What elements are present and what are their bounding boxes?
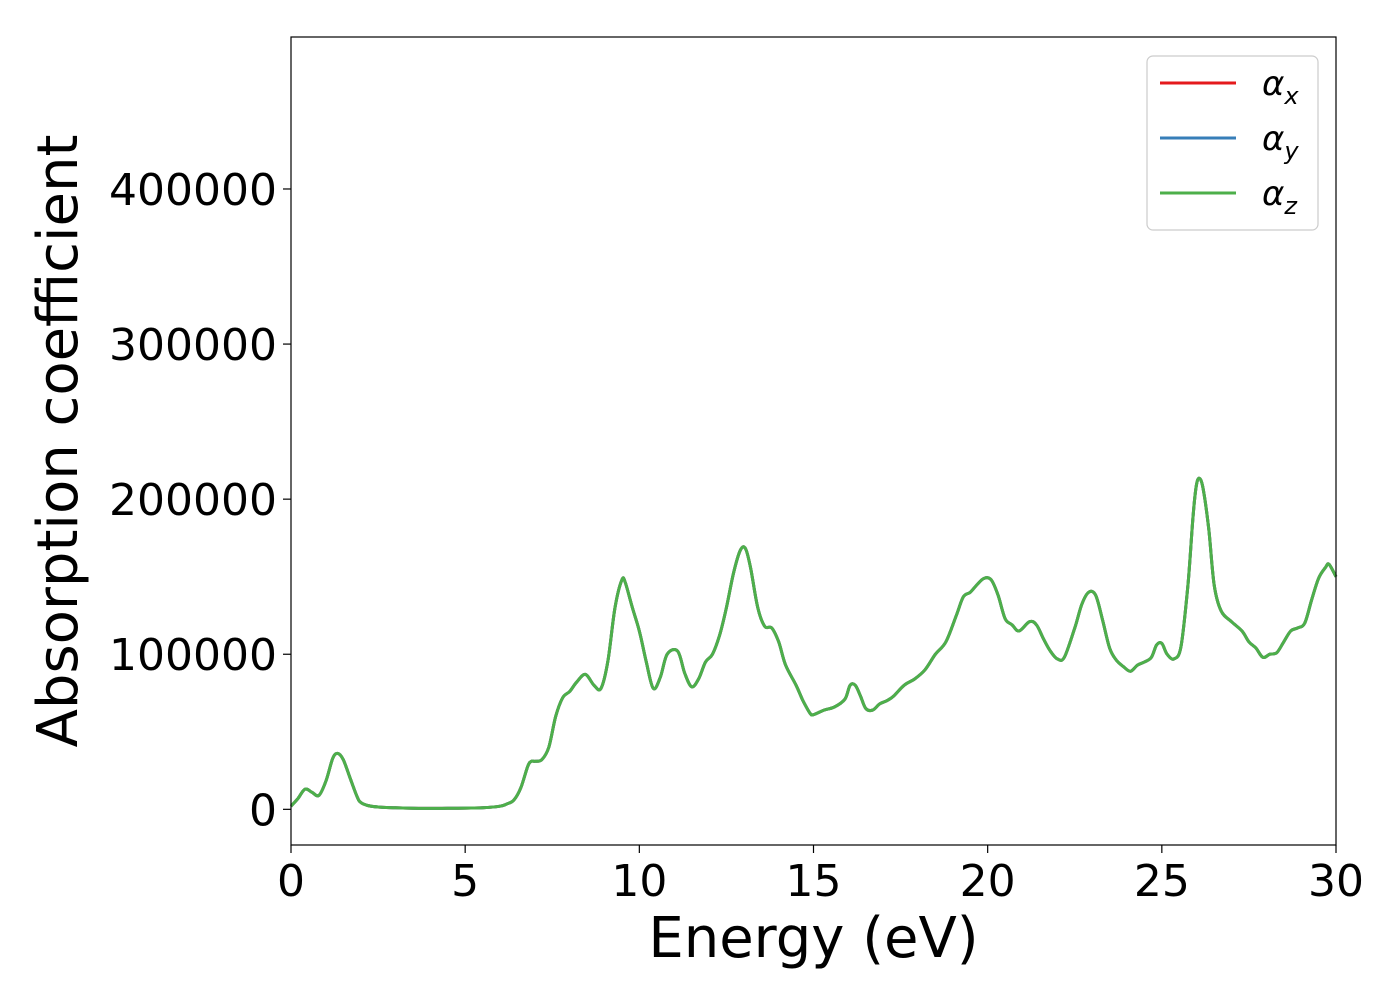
- legend-entry-label: αz: [1262, 174, 1298, 220]
- x-axis-label: Energy (eV): [648, 906, 978, 971]
- x-tick-label: 10: [611, 856, 667, 907]
- legend-symbol: α: [1262, 119, 1284, 159]
- series-line-alpha-z: [289, 476, 1338, 810]
- x-tick-label: 25: [1134, 856, 1190, 907]
- x-tick-label: 20: [960, 856, 1016, 907]
- x-tick-label: 30: [1308, 856, 1364, 907]
- legend-entry-label: αy: [1262, 119, 1299, 165]
- series-lines: [289, 476, 1338, 810]
- x-tick-label: 15: [786, 856, 842, 907]
- legend-subscript: y: [1283, 137, 1299, 165]
- y-tick-label: 400000: [109, 165, 277, 216]
- y-tick-label: 300000: [109, 320, 277, 371]
- y-axis-label: Absorption coefficient: [26, 135, 91, 748]
- legend-entry-label: αx: [1262, 64, 1299, 110]
- legend-box: [1146, 55, 1319, 231]
- x-tick-label: 5: [451, 856, 479, 907]
- y-tick-label: 200000: [109, 475, 277, 526]
- legend-symbol: α: [1262, 174, 1284, 214]
- y-tick-label: 100000: [109, 630, 277, 681]
- legend-subscript: z: [1283, 192, 1298, 220]
- x-tick-label: 0: [277, 856, 305, 907]
- x-axis: 0 5 10 15 20 25 30: [277, 845, 1364, 907]
- legend-subscript: x: [1283, 82, 1299, 110]
- y-tick-label: 0: [249, 785, 277, 836]
- legend-symbol: α: [1262, 64, 1284, 104]
- y-axis: 0 100000 200000 300000 400000: [109, 165, 291, 836]
